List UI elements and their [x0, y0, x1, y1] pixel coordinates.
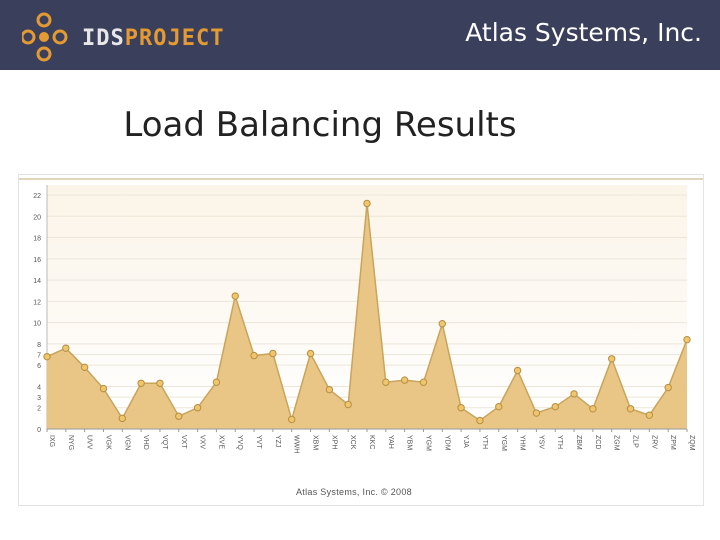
x-tick-label: KKC [368, 435, 375, 449]
data-point [608, 355, 616, 363]
area-chart: 0 2 3 4 6 7 8 10 12 14 16 18 20 22 IXG NYG UVV VGK VGN VHD V… [19, 178, 703, 453]
logo-project-text: PROJECT [124, 26, 225, 51]
logo-wordmark: IDSPROJECT [82, 26, 224, 51]
data-point [80, 363, 89, 372]
y-tick-label: 2 [37, 406, 41, 413]
x-tick-label: XBM [312, 435, 319, 450]
y-tick-label: 7 [37, 353, 41, 360]
x-tick-label: VHD [142, 435, 149, 450]
y-tick-label: 10 [33, 321, 41, 328]
data-point [137, 379, 145, 387]
slide-title: Load Balancing Results [123, 105, 517, 145]
chart-copyright: Atlas Systems, Inc. © 2008 [296, 487, 412, 497]
x-tick-label: UVV [86, 435, 93, 450]
x-tick-label: ZQM [688, 435, 695, 451]
x-tick-label: YTH [556, 435, 563, 449]
y-tick-label: 0 [37, 427, 41, 434]
x-tick-label: XPH [330, 435, 337, 449]
company-name: Atlas Systems, Inc. [465, 18, 702, 47]
y-tick-label: 14 [33, 278, 41, 285]
data-point [382, 378, 390, 386]
data-point [419, 378, 428, 386]
x-tick-label: ZCD [594, 435, 601, 449]
data-point [532, 409, 541, 417]
data-point [513, 366, 522, 375]
x-tick-label: YHM [519, 435, 526, 451]
data-point [231, 292, 239, 300]
data-point [476, 416, 484, 425]
ids-project-logo: IDSPROJECT [20, 12, 224, 62]
data-point [589, 405, 597, 413]
x-tick-label: YJA [462, 435, 469, 448]
data-point [457, 404, 465, 412]
data-point [99, 384, 108, 393]
data-point [344, 400, 352, 409]
data-point [269, 349, 277, 358]
data-point [570, 390, 578, 398]
data-point [306, 349, 315, 358]
x-tick-label: XVE [217, 435, 224, 449]
y-tick-label: 4 [37, 384, 41, 391]
x-tick-label: YVT [255, 435, 262, 449]
y-tick-label: 22 [33, 193, 41, 200]
x-tick-label: ZBM [575, 435, 582, 450]
x-tick-label: YZJ [274, 435, 281, 447]
x-tick-label: NYG [67, 435, 74, 450]
logo-ids-text: IDS [82, 26, 125, 51]
y-tick-label: 3 [37, 395, 41, 402]
data-point [156, 379, 164, 387]
x-tick-label: ZGM [613, 435, 620, 451]
data-point [118, 414, 126, 423]
data-point [43, 352, 51, 361]
y-tick-label: 12 [33, 299, 41, 306]
x-tick-label: YVQ [236, 435, 243, 450]
data-point [626, 405, 635, 413]
x-tick-label: YAH [387, 435, 394, 449]
x-tick-label: YTH [481, 435, 488, 449]
x-tick-label: VQT [161, 435, 168, 450]
x-tick-label: VXT [180, 435, 187, 449]
y-tick-label: 8 [37, 342, 41, 349]
y-tick-label: 16 [33, 257, 41, 264]
data-point [495, 402, 503, 411]
x-tick-label: ZPM [669, 435, 676, 450]
x-tick-label: YGM [500, 435, 507, 451]
y-tick-label: 20 [33, 214, 41, 221]
y-tick-label: 18 [33, 236, 41, 243]
y-tick-label: 6 [37, 363, 41, 370]
slide-header: IDSPROJECT Atlas Systems, Inc. [0, 0, 720, 70]
data-point [400, 376, 409, 384]
x-tick-label: YBM [406, 435, 413, 450]
data-point [551, 402, 559, 411]
x-tick-label: VXV [199, 435, 206, 449]
x-tick-label: WWH [293, 435, 300, 453]
x-tick-label: XCK [349, 435, 356, 450]
series-area [47, 203, 687, 429]
data-point [645, 411, 654, 419]
data-point [683, 335, 691, 344]
chart-frame: 0 2 3 4 6 7 8 10 12 14 16 18 20 22 IXG NYG UVV VGK VGN VHD V… [18, 174, 704, 506]
data-point [288, 415, 296, 424]
data-point [438, 320, 446, 328]
data-point [175, 412, 183, 420]
data-point [664, 383, 672, 392]
x-tick-label: ZRV [650, 435, 657, 449]
x-tick-label: VGK [104, 435, 111, 450]
data-point [212, 378, 221, 386]
data-point [62, 344, 70, 352]
x-tick-label: VGN [123, 435, 130, 450]
data-point [325, 385, 334, 394]
x-tick-label: YDM [443, 435, 450, 451]
data-point [193, 404, 202, 412]
data-point [250, 351, 258, 360]
x-tick-label: IXG [48, 435, 55, 447]
flower-logo-icon [20, 12, 68, 62]
x-tick-label: ZLP [632, 435, 639, 448]
data-point [363, 199, 371, 208]
x-tick-label: YSV [537, 435, 544, 449]
x-tick-label: YGM [424, 435, 431, 451]
